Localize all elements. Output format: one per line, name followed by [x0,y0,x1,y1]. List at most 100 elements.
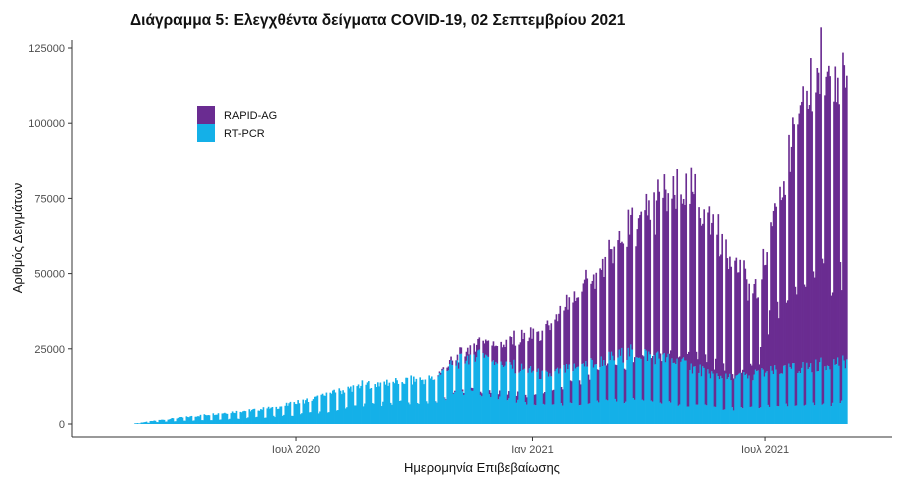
bar-rt-pcr [786,406,789,424]
bar-rt-pcr [380,406,383,424]
bar-rt-pcr [636,357,639,424]
bar-rt-pcr [708,373,711,424]
bar-rapid-ag [839,262,842,404]
bar-rt-pcr [284,405,287,424]
bar-rt-pcr [438,372,441,424]
bar-rt-pcr [491,361,493,424]
bar-rapid-ag [447,366,450,371]
bar-rt-pcr [379,382,382,424]
bar-rt-pcr [436,402,438,424]
bar-rt-pcr [500,361,502,424]
x-tick-label: Ιαν 2021 [511,444,553,456]
bar-rt-pcr [361,380,364,424]
bar-rt-pcr [687,406,690,424]
bar-rt-pcr [558,373,560,424]
bar-rt-pcr [224,412,226,424]
bar-rt-pcr [391,404,393,424]
bar-rapid-ag [831,292,834,403]
bar-rapid-ag [475,344,478,358]
bar-rt-pcr [275,406,278,424]
bar-rapid-ag [699,218,702,365]
bar-rt-pcr [529,366,532,424]
bar-rapid-ag [675,208,677,365]
bar-rapid-ag [741,369,744,409]
bar-rapid-ag [537,331,540,369]
bar-rt-pcr [589,403,591,424]
bar-rt-pcr [635,357,637,424]
bar-rt-pcr [607,400,609,424]
bar-rt-pcr [819,362,821,424]
bar-rt-pcr [582,363,585,424]
bar-rt-pcr [185,416,188,424]
bar-rt-pcr [442,369,445,424]
bar-rt-pcr [609,360,612,424]
bar-rt-pcr [803,405,806,424]
bar-rt-pcr [824,366,826,424]
bar-rt-pcr [419,377,422,424]
bar-rapid-ag [451,360,454,365]
bar-rt-pcr [226,413,229,424]
bar-rt-pcr [536,371,538,424]
chart-title: Διάγραμμα 5: Ελεγχθέντα δείγματα COVID-1… [130,12,626,29]
bar-rapid-ag [743,260,745,373]
bar-rt-pcr [630,344,632,424]
bar-rt-pcr [166,421,168,424]
bar-rapid-ag [788,134,790,364]
bar-rt-pcr [153,420,156,424]
bar-rt-pcr [423,384,425,424]
bar-rt-pcr [749,406,752,424]
bar-rt-pcr [621,347,623,424]
bar-rt-pcr [599,367,601,424]
bar-rapid-ag [804,286,807,405]
bar-rt-pcr [785,403,788,424]
bar-rapid-ag [524,394,527,402]
bar-rapid-ag [514,345,517,374]
bar-rt-pcr [526,404,528,424]
bar-rapid-ag [843,65,846,361]
bar-rapid-ag [448,360,451,365]
bar-rt-pcr [651,401,654,424]
bar-rt-pcr [256,416,258,424]
bar-rt-pcr [779,373,781,424]
bar-rapid-ag [660,361,663,404]
bar-rt-pcr [668,401,671,424]
bar-rapid-ag [639,215,641,358]
bar-rapid-ag [562,389,564,406]
bar-rt-pcr [618,349,621,424]
bar-rapid-ag [645,193,648,351]
bar-rt-pcr [676,358,679,424]
bar-rapid-ag [748,283,750,376]
bar-rt-pcr [528,368,531,424]
bar-rt-pcr [547,376,550,424]
bar-rapid-ag [531,338,533,373]
bar-rapid-ag [555,314,558,369]
bar-rt-pcr [220,419,222,424]
bar-rapid-ag [569,380,572,403]
bar-rapid-ag [565,294,568,365]
bar-rt-pcr [505,361,508,424]
bar-rt-pcr [385,379,388,424]
bar-rt-pcr [254,417,257,424]
bar-rt-pcr [821,404,824,424]
bar-rapid-ag [616,365,618,402]
bar-rt-pcr [441,370,443,424]
legend-swatch-rt-pcr [197,124,215,142]
bar-rapid-ag [842,52,844,356]
bar-rt-pcr [603,360,605,424]
bar-rapid-ag [482,340,484,354]
bar-rt-pcr [484,354,487,424]
legend-label-rapid-ag: RAPID-AG [224,110,277,122]
bar-rt-pcr [490,397,492,424]
bar-rapid-ag [687,351,690,407]
bar-rt-pcr [402,383,405,424]
bar-rt-pcr [229,418,231,424]
bar-rt-pcr [524,401,527,424]
bar-rt-pcr [136,423,139,424]
bar-rapid-ag [529,327,532,367]
bar-rt-pcr [506,400,509,424]
bar-rt-pcr [834,364,837,424]
bar-rapid-ag [713,369,716,407]
bar-rt-pcr [632,398,635,424]
bar-rapid-ag [813,277,816,406]
bar-rapid-ag [621,241,623,348]
